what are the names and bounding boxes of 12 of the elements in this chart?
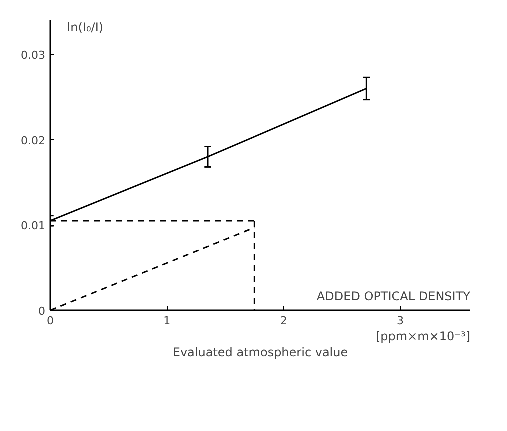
x-tick-label: 2 bbox=[280, 314, 288, 328]
text: Evaluated atmospheric value bbox=[172, 346, 348, 360]
y-tick-label: 0.01 bbox=[21, 220, 46, 233]
x-axis-title: ADDED OPTICAL DENSITY bbox=[316, 289, 472, 304]
y-tick-label: 0 bbox=[38, 305, 46, 318]
y-tick-label: 0.02 bbox=[21, 134, 46, 148]
text: [ppm×m×10⁻³] bbox=[376, 330, 470, 344]
y-tick-label: 0.03 bbox=[21, 49, 46, 62]
x-tick-label: 1 bbox=[164, 314, 171, 328]
x-tick-label: 0 bbox=[47, 314, 54, 328]
x-tick-label: 3 bbox=[397, 314, 404, 328]
y-axis-title: ln(I₀/I) bbox=[67, 20, 104, 34]
